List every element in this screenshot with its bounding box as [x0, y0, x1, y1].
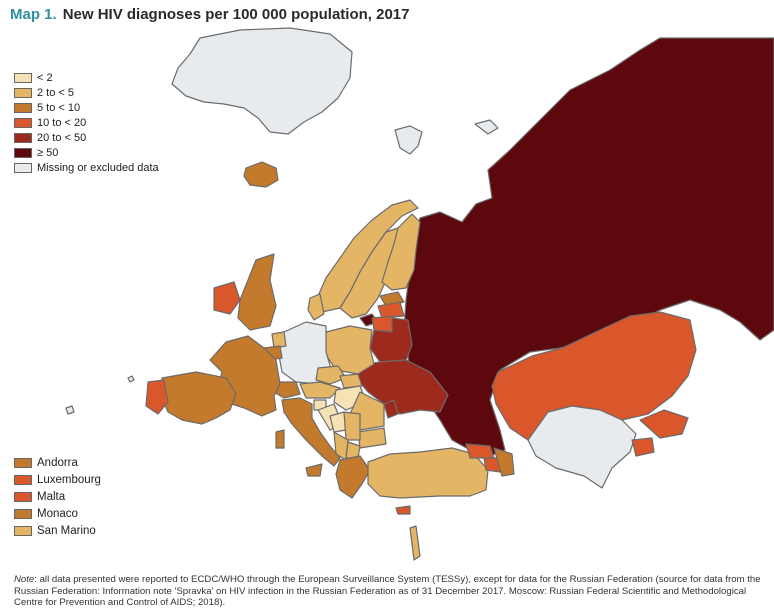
ukraine [357, 359, 449, 415]
legend-swatch [14, 72, 32, 83]
legend: < 2 2 to < 5 5 to < 10 10 to < 20 20 to … [14, 70, 159, 175]
north-macedonia [345, 441, 361, 459]
small-country-item: Luxembourg [14, 471, 101, 488]
legend-label: Missing or excluded data [37, 161, 159, 174]
uzbekistan-turkmenistan [527, 405, 637, 489]
legend-item: 20 to < 50 [14, 130, 159, 145]
small-country-label: San Marino [37, 524, 96, 537]
small-country-label: Luxembourg [37, 473, 101, 486]
georgia [465, 443, 495, 459]
legend-swatch [14, 525, 32, 536]
madeira [127, 375, 135, 383]
small-country-item: Monaco [14, 505, 101, 522]
choropleth-map [65, 27, 774, 561]
small-country-item: Malta [14, 488, 101, 505]
azerbaijan [493, 447, 515, 477]
note-text: : all data presented were reported to EC… [14, 574, 761, 608]
moldova [383, 399, 399, 419]
small-countries-legend: Andorra Luxembourg Malta Monaco San Mari… [14, 454, 101, 539]
turkey [367, 447, 489, 499]
slovakia [339, 373, 363, 389]
portugal [145, 379, 169, 415]
tajikistan [631, 437, 655, 457]
kazakhstan [491, 311, 697, 441]
legend-swatch [14, 102, 32, 113]
serbia [343, 411, 361, 441]
small-country-label: Andorra [37, 456, 78, 469]
netherlands [271, 331, 287, 349]
austria [299, 381, 341, 399]
latvia [377, 301, 405, 319]
legend-item: 10 to < 20 [14, 115, 159, 130]
ireland [213, 281, 241, 315]
legend-swatch [14, 457, 32, 468]
legend-item: ≥ 50 [14, 145, 159, 160]
cyprus [395, 505, 411, 515]
legend-swatch [14, 147, 32, 158]
sicily [305, 463, 323, 477]
small-country-label: Monaco [37, 507, 78, 520]
legend-swatch [14, 132, 32, 143]
legend-label: 10 to < 20 [37, 116, 87, 129]
sardinia [275, 429, 285, 449]
legend-label: 20 to < 50 [37, 131, 87, 144]
greenland [171, 27, 353, 135]
legend-swatch [14, 474, 32, 485]
legend-swatch [14, 117, 32, 128]
legend-label: 5 to < 10 [37, 101, 81, 114]
map-title: Map 1. New HIV diagnoses per 100 000 popu… [10, 6, 409, 23]
kyrgyzstan [639, 409, 689, 439]
legend-item: Missing or excluded data [14, 160, 159, 175]
legend-label: 2 to < 5 [37, 86, 75, 99]
finland [381, 213, 421, 291]
map-title-text: New HIV diagnoses per 100 000 population… [62, 6, 410, 23]
czechia [315, 365, 347, 385]
map-note: Note: all data presented were reported t… [14, 574, 766, 609]
small-country-item: Andorra [14, 454, 101, 471]
legend-item: 2 to < 5 [14, 85, 159, 100]
united-kingdom [237, 253, 277, 331]
legend-item: 5 to < 10 [14, 100, 159, 115]
denmark [307, 293, 325, 321]
armenia [483, 457, 501, 473]
spain [161, 371, 237, 425]
italy [281, 397, 341, 467]
legend-swatch [14, 508, 32, 519]
svalbard [394, 125, 423, 155]
iceland [243, 161, 279, 188]
legend-swatch [14, 491, 32, 502]
note-label: Note [14, 574, 35, 585]
israel [409, 525, 421, 561]
map-title-prefix: Map 1. [10, 6, 57, 23]
svalbard-east [474, 119, 499, 135]
legend-swatch [14, 162, 32, 173]
legend-swatch [14, 87, 32, 98]
small-country-item: San Marino [14, 522, 101, 539]
legend-label: ≥ 50 [37, 146, 59, 159]
legend-item: < 2 [14, 70, 159, 85]
greece [335, 455, 371, 499]
small-country-label: Malta [37, 490, 66, 503]
azores [65, 405, 75, 415]
legend-label: < 2 [37, 71, 53, 84]
bulgaria [357, 427, 387, 449]
